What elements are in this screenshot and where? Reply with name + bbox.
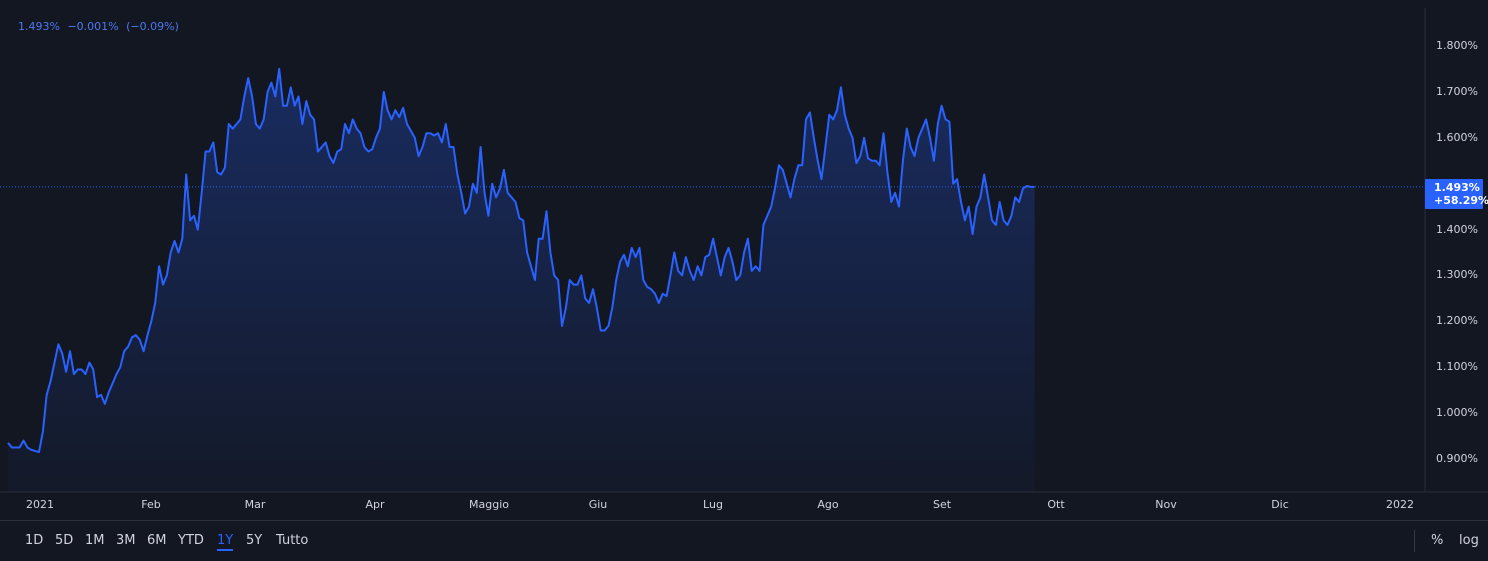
range-toolbar: 1D 5D 1M 3M 6M YTD 1Y 5Y Tutto % log [0, 520, 1488, 561]
percent-scale-button[interactable]: % [1431, 533, 1444, 548]
chart-plot[interactable] [0, 0, 1488, 520]
range-button-5d[interactable]: 5D [55, 533, 74, 548]
last-price-value: 1.493% [1434, 181, 1480, 194]
y-tick-label: 1.300% [1436, 268, 1478, 282]
y-tick-label: 1.200% [1436, 314, 1478, 328]
x-tick-label: Giu [588, 498, 608, 511]
legend-change-pct: (−0.09%) [126, 20, 179, 33]
y-tick-label: 1.400% [1436, 222, 1478, 236]
toolbar-divider [1414, 530, 1415, 552]
x-tick-label: Nov [1155, 498, 1177, 511]
range-button-tutto[interactable]: Tutto [276, 533, 309, 548]
legend-value: 1.493% [18, 20, 60, 33]
last-price-change: +58.29% [1434, 194, 1488, 207]
legend-change: −0.001% [67, 20, 119, 33]
x-tick-label: Maggio [469, 498, 509, 511]
x-tick-label: 2021 [26, 498, 54, 511]
y-tick-label: 1.800% [1436, 39, 1478, 52]
x-tick-label: Apr [365, 498, 385, 511]
legend: 1.493% −0.001% (−0.09%) [18, 20, 183, 33]
y-tick-label: 1.600% [1436, 130, 1478, 144]
last-price-tag: 1.493% +58.29% [1425, 179, 1488, 209]
x-tick-label: Lug [703, 498, 723, 511]
range-button-6m[interactable]: 6M [147, 533, 167, 548]
range-button-ytd[interactable]: YTD [178, 533, 204, 548]
range-button-3m[interactable]: 3M [116, 533, 136, 548]
x-tick-label: Mar [244, 498, 266, 511]
x-tick-label: 2022 [1386, 498, 1414, 511]
yield-series-line [7, 67, 1035, 454]
log-scale-button[interactable]: log [1459, 533, 1479, 548]
x-tick-label: Dic [1271, 498, 1289, 511]
x-tick-label: Feb [141, 498, 161, 511]
y-tick-label: 0.900% [1436, 452, 1478, 465]
range-button-1y[interactable]: 1Y [217, 533, 234, 551]
y-tick-label: 1.000% [1436, 406, 1478, 420]
x-tick-label: Ott [1047, 498, 1065, 511]
y-tick-label: 1.100% [1436, 360, 1478, 374]
range-button-1m[interactable]: 1M [85, 533, 105, 548]
range-button-5y[interactable]: 5Y [246, 533, 263, 548]
x-tick-label: Set [932, 498, 952, 511]
x-tick-label: Ago [817, 498, 839, 511]
y-tick-label: 1.700% [1436, 84, 1478, 98]
range-button-1d[interactable]: 1D [25, 533, 44, 548]
